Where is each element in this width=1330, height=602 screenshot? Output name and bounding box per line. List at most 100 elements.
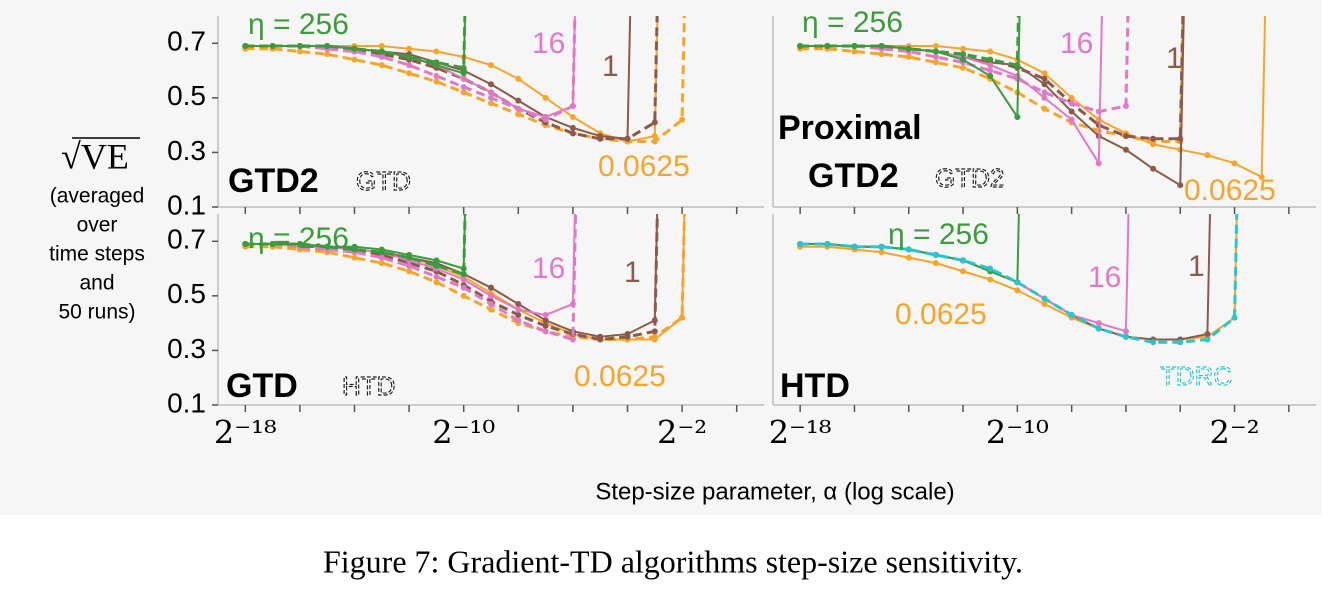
data-point <box>905 246 912 253</box>
data-point <box>488 292 494 299</box>
data-point <box>542 311 549 318</box>
series-line <box>800 16 1021 121</box>
annotation: 1 <box>602 50 619 83</box>
x-tick-label: 2⁻² <box>657 414 707 452</box>
data-point <box>797 43 804 50</box>
x-tick-label: 2⁻¹⁰ <box>986 414 1049 452</box>
data-point <box>1150 165 1157 172</box>
panel-title: Proximal <box>778 109 922 147</box>
data-point <box>1095 108 1102 115</box>
data-point <box>378 249 385 256</box>
data-point <box>651 119 658 126</box>
data-point <box>797 241 804 248</box>
data-point <box>351 56 358 63</box>
data-point <box>960 257 967 264</box>
annotation: 16 <box>532 252 565 285</box>
data-point <box>1041 105 1048 112</box>
data-point <box>1204 336 1211 343</box>
data-point <box>1041 81 1048 88</box>
data-point <box>1177 182 1184 189</box>
data-point <box>679 314 686 321</box>
data-point <box>932 53 939 60</box>
data-point <box>542 94 549 101</box>
data-point <box>542 317 549 324</box>
y-axis-note: over <box>77 214 118 237</box>
data-point <box>460 292 467 299</box>
data-point <box>932 43 939 50</box>
data-point <box>378 53 385 60</box>
data-point <box>515 111 522 118</box>
data-point <box>242 43 249 50</box>
data-point <box>1095 320 1102 327</box>
data-point <box>1095 325 1102 332</box>
x-axis-label: Step-size parameter, α (log scale) <box>595 478 954 505</box>
data-point <box>905 45 912 52</box>
data-point <box>569 336 576 343</box>
annotation: 0.0625 <box>1184 174 1276 207</box>
annotation: 0.0625 <box>574 360 666 393</box>
data-point <box>651 138 658 145</box>
annotation: 1 <box>1188 250 1205 283</box>
data-point <box>851 48 858 55</box>
series-line <box>245 214 578 342</box>
data-point <box>851 43 858 50</box>
data-point <box>488 100 494 107</box>
series-line <box>245 214 686 342</box>
data-point <box>878 43 885 50</box>
data-point <box>269 241 276 248</box>
data-point <box>488 94 494 101</box>
data-point <box>488 306 494 313</box>
data-point <box>460 276 467 283</box>
comparison-label: TDRC <box>1160 361 1232 391</box>
data-point <box>1068 94 1075 101</box>
x-tick-label: 2⁻¹⁸ <box>214 414 277 452</box>
data-point <box>406 268 413 275</box>
data-point <box>1041 301 1048 308</box>
series-line <box>800 16 1020 67</box>
y-tick-label: 0.1 <box>167 189 206 220</box>
data-point <box>433 279 440 286</box>
data-point <box>960 56 967 63</box>
data-point <box>960 51 967 58</box>
data-point <box>488 62 494 69</box>
data-point <box>1041 89 1048 96</box>
data-point <box>824 241 831 248</box>
y-tick-label: 0.3 <box>167 135 206 166</box>
annotation: η = 256 <box>888 218 989 251</box>
data-point <box>1150 339 1157 346</box>
data-point <box>878 51 885 58</box>
plot-area <box>242 16 686 145</box>
data-point <box>932 260 939 267</box>
data-point <box>406 45 413 52</box>
data-point <box>351 254 358 261</box>
y-tick-label: 0.7 <box>167 224 206 255</box>
data-point <box>433 59 440 66</box>
data-point <box>987 56 994 63</box>
data-point <box>1014 113 1021 120</box>
annotation: 1 <box>624 256 641 289</box>
data-point <box>460 64 467 71</box>
caption: Figure 7: Gradient-TD algorithms step-si… <box>323 543 1023 579</box>
y-tick-label: 0.3 <box>167 333 206 364</box>
data-point <box>378 254 385 261</box>
data-point <box>569 103 576 110</box>
data-point <box>242 241 249 248</box>
data-point <box>987 276 994 283</box>
data-point <box>1122 103 1129 110</box>
data-point <box>515 311 522 318</box>
data-point <box>987 48 994 55</box>
data-point <box>1231 314 1238 321</box>
data-point <box>406 53 413 60</box>
data-point <box>597 336 604 343</box>
y-tick-label: 0.1 <box>167 387 206 418</box>
data-point <box>433 78 440 85</box>
data-point <box>406 62 413 69</box>
data-point <box>569 124 576 131</box>
data-point <box>960 64 967 71</box>
y-axis-note: and <box>79 272 114 295</box>
annotation: 0.0625 <box>598 150 690 183</box>
data-point <box>542 328 549 335</box>
data-point <box>378 62 385 69</box>
data-point <box>597 135 604 142</box>
